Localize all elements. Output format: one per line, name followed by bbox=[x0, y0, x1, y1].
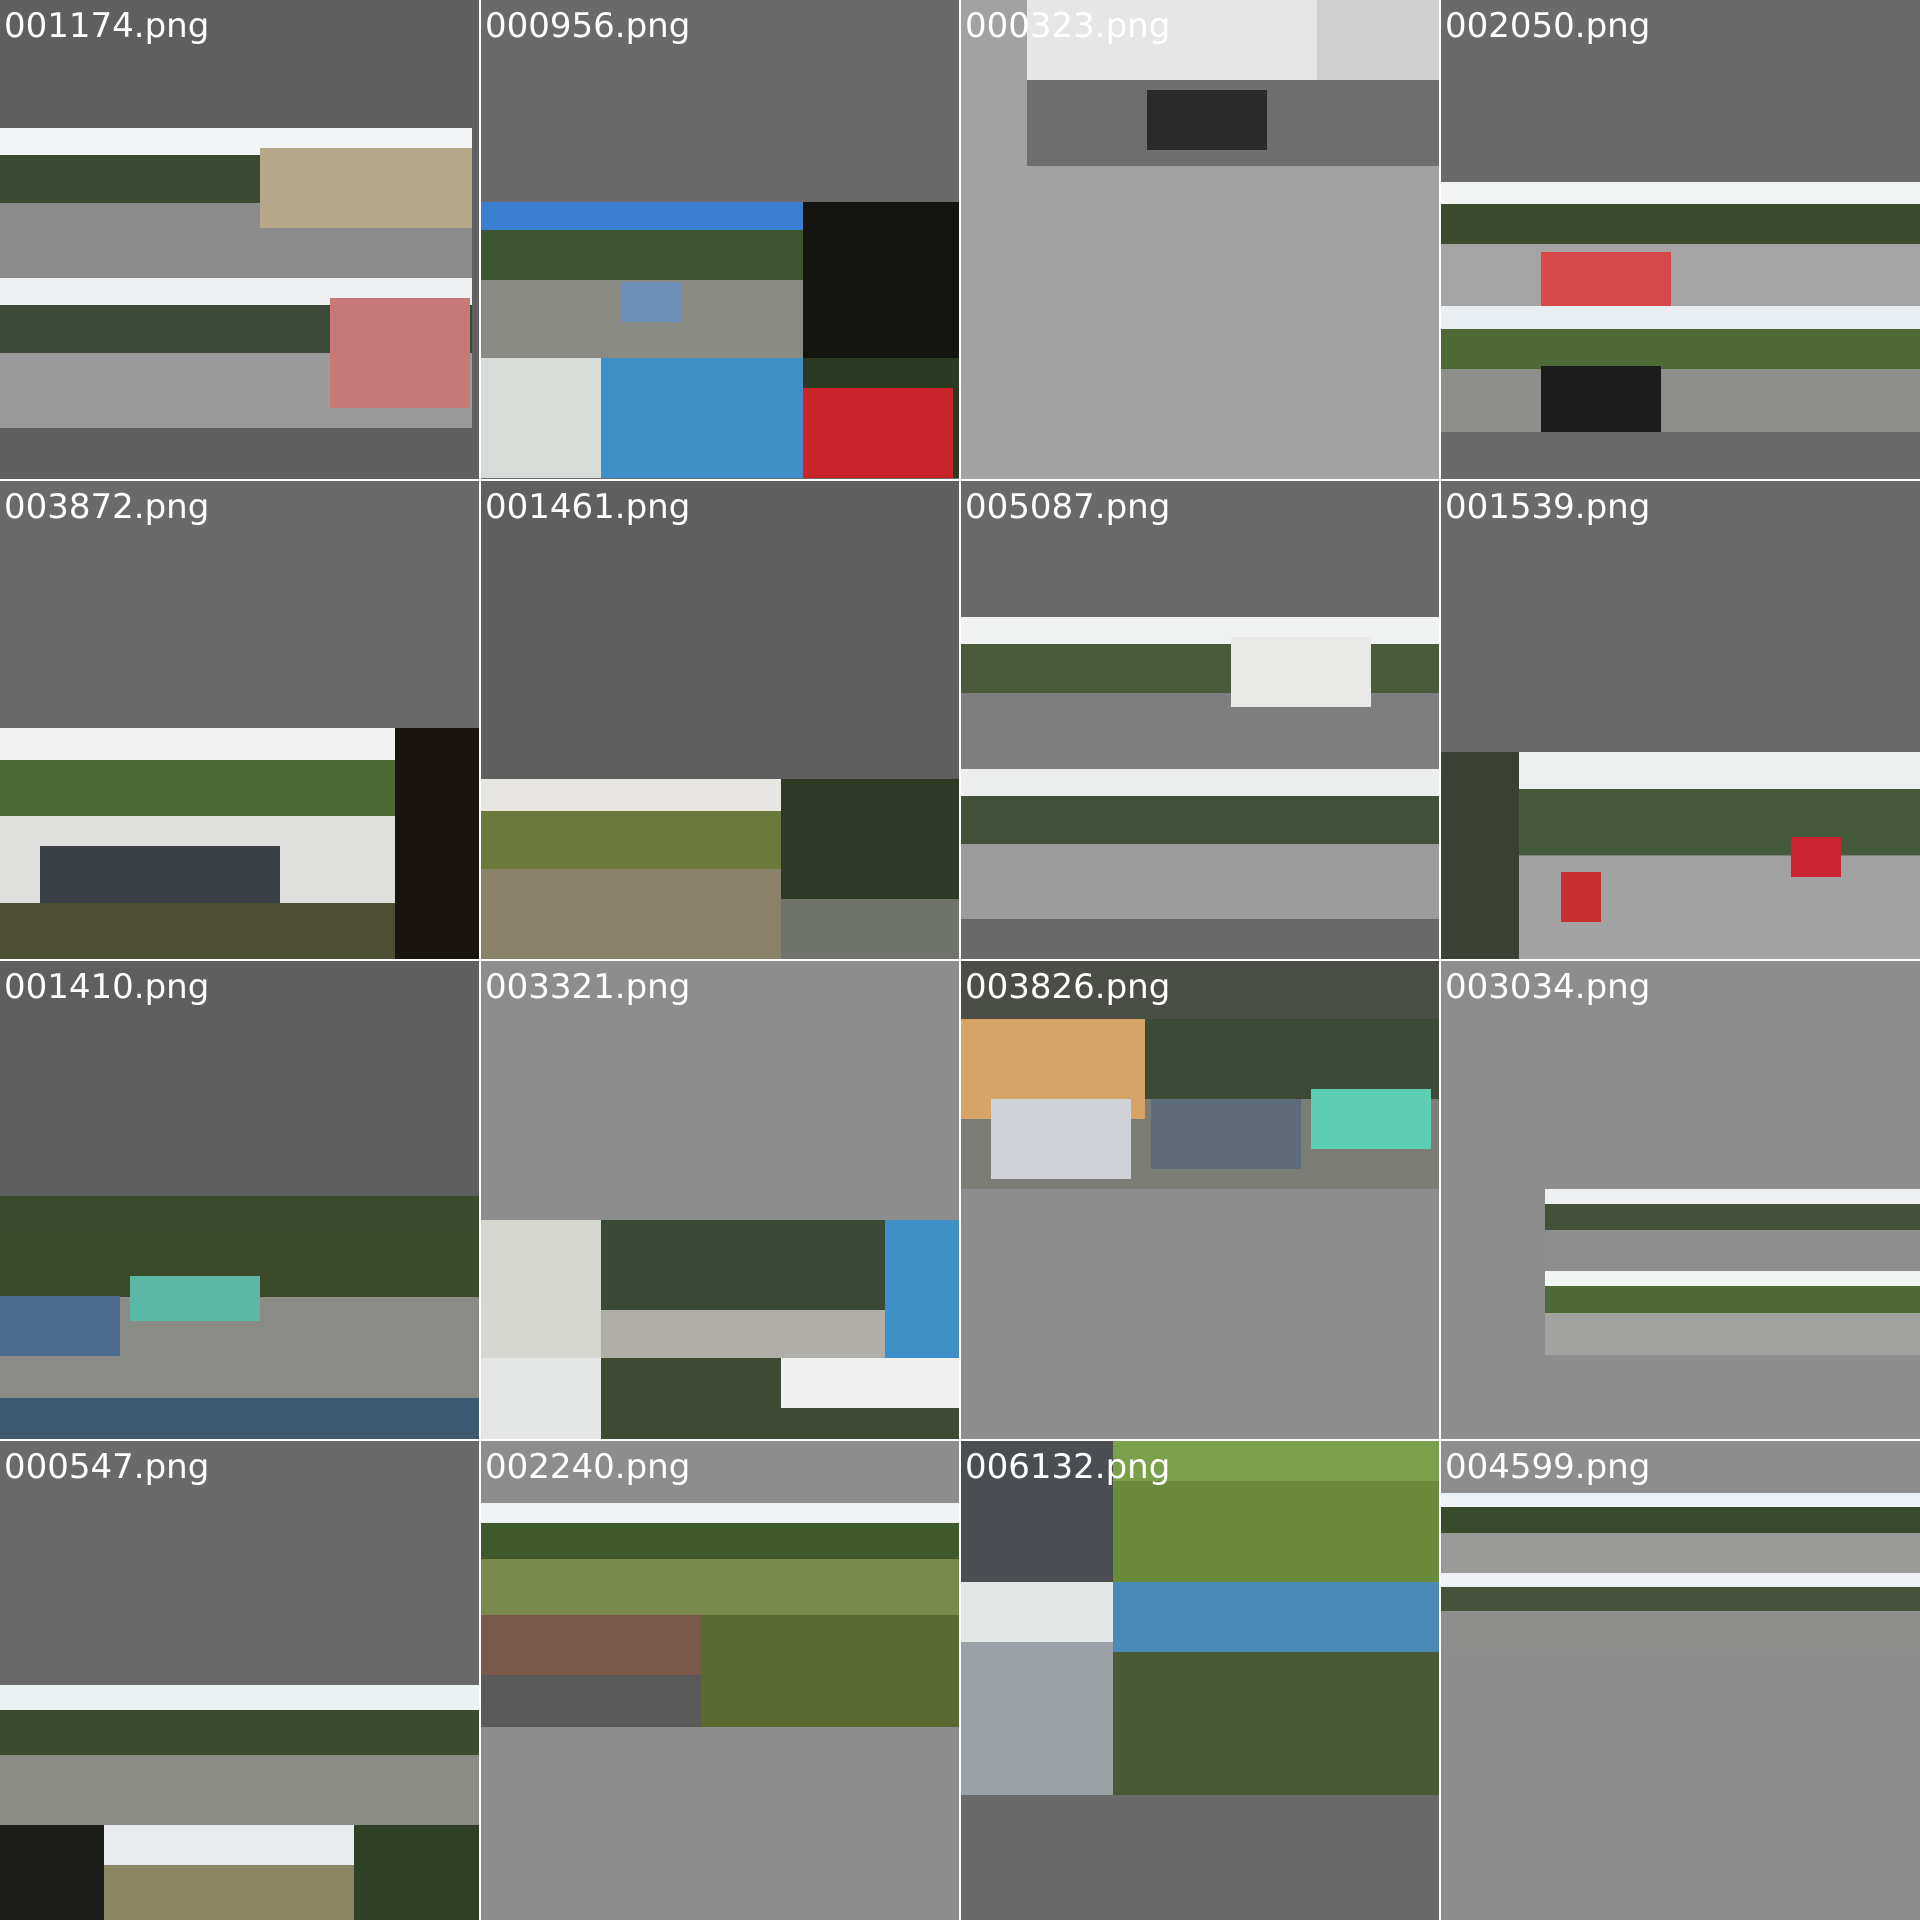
photo-highway-houses bbox=[1441, 1573, 1920, 1649]
photo-greyscale-street bbox=[1027, 0, 1439, 166]
tile-filename-label: 004599.png bbox=[1445, 1447, 1651, 1487]
photo-red-truck bbox=[803, 358, 959, 478]
tile-006132: 006132.png bbox=[961, 1441, 1439, 1920]
photo-parking-lot bbox=[0, 1196, 479, 1398]
photo-street-cars-left bbox=[961, 617, 1439, 769]
photo-highway-van bbox=[0, 278, 472, 428]
tile-003034: 003034.png bbox=[1441, 961, 1920, 1439]
photo-crossing-signals bbox=[1441, 752, 1920, 959]
tile-003872: 003872.png bbox=[0, 481, 479, 959]
tile-filename-label: 001461.png bbox=[485, 487, 691, 527]
photo-foliage-strip bbox=[0, 903, 395, 959]
photo-town-street bbox=[481, 1615, 959, 1727]
tile-004599: 004599.png bbox=[1441, 1441, 1920, 1920]
tile-filename-label: 003321.png bbox=[485, 967, 691, 1007]
photo-tree-panel bbox=[781, 779, 959, 959]
tile-filename-label: 002050.png bbox=[1445, 6, 1651, 46]
photo-top-strip bbox=[961, 961, 1439, 1019]
photo-dark-panel bbox=[395, 728, 479, 959]
photo-motorway-bridge bbox=[0, 1825, 479, 1920]
photo-suburban-street bbox=[1545, 1189, 1920, 1271]
tile-filename-label: 006132.png bbox=[965, 1447, 1171, 1487]
photo-tree-lined-road bbox=[0, 1685, 479, 1825]
photo-lawn-path bbox=[961, 1441, 1439, 1582]
photo-blue-strip bbox=[0, 1398, 479, 1439]
tile-003321: 003321.png bbox=[481, 961, 959, 1439]
tile-filename-label: 003826.png bbox=[965, 967, 1171, 1007]
tile-filename-label: 001410.png bbox=[4, 967, 210, 1007]
photo-carpark-silver bbox=[961, 1019, 1439, 1189]
tile-filename-label: 003872.png bbox=[4, 487, 210, 527]
photo-guardrail-road bbox=[481, 779, 781, 959]
tile-filename-label: 000323.png bbox=[965, 6, 1171, 46]
photo-sunny-plaza bbox=[0, 728, 395, 903]
photo-highway-trees bbox=[1441, 1493, 1920, 1573]
tile-000547: 000547.png bbox=[0, 1441, 479, 1920]
photo-highway-tram bbox=[0, 128, 472, 278]
photo-village-street bbox=[1441, 306, 1920, 432]
tile-000956: 000956.png bbox=[481, 0, 959, 479]
photo-residential-street bbox=[1441, 182, 1920, 306]
tile-000323: 000323.png bbox=[961, 0, 1439, 479]
tile-005087: 005087.png bbox=[961, 481, 1439, 959]
photo-blue-wall bbox=[481, 358, 803, 478]
tile-002050: 002050.png bbox=[1441, 0, 1920, 479]
tile-001410: 001410.png bbox=[0, 961, 479, 1439]
tile-filename-label: 003034.png bbox=[1445, 967, 1651, 1007]
photo-street-parked-cars bbox=[481, 202, 803, 358]
photo-rural-road bbox=[481, 1503, 959, 1615]
tile-filename-label: 000547.png bbox=[4, 1447, 210, 1487]
photo-suburban-road bbox=[1545, 1271, 1920, 1355]
tile-filename-label: 001539.png bbox=[1445, 487, 1651, 527]
tile-001174: 001174.png bbox=[0, 0, 479, 479]
photo-wide-avenue bbox=[961, 769, 1439, 919]
photo-dark-panel bbox=[803, 202, 959, 358]
tile-filename-label: 005087.png bbox=[965, 487, 1171, 527]
tile-001461: 001461.png bbox=[481, 481, 959, 959]
photo-building-glass bbox=[481, 1220, 959, 1358]
tile-001539: 001539.png bbox=[1441, 481, 1920, 959]
tile-filename-label: 000956.png bbox=[485, 6, 691, 46]
photo-park-trees bbox=[961, 1582, 1439, 1795]
tile-003826: 003826.png bbox=[961, 961, 1439, 1439]
photo-hillside bbox=[481, 1358, 959, 1439]
tile-filename-label: 002240.png bbox=[485, 1447, 691, 1487]
tile-002240: 002240.png bbox=[481, 1441, 959, 1920]
tile-filename-label: 001174.png bbox=[4, 6, 210, 46]
